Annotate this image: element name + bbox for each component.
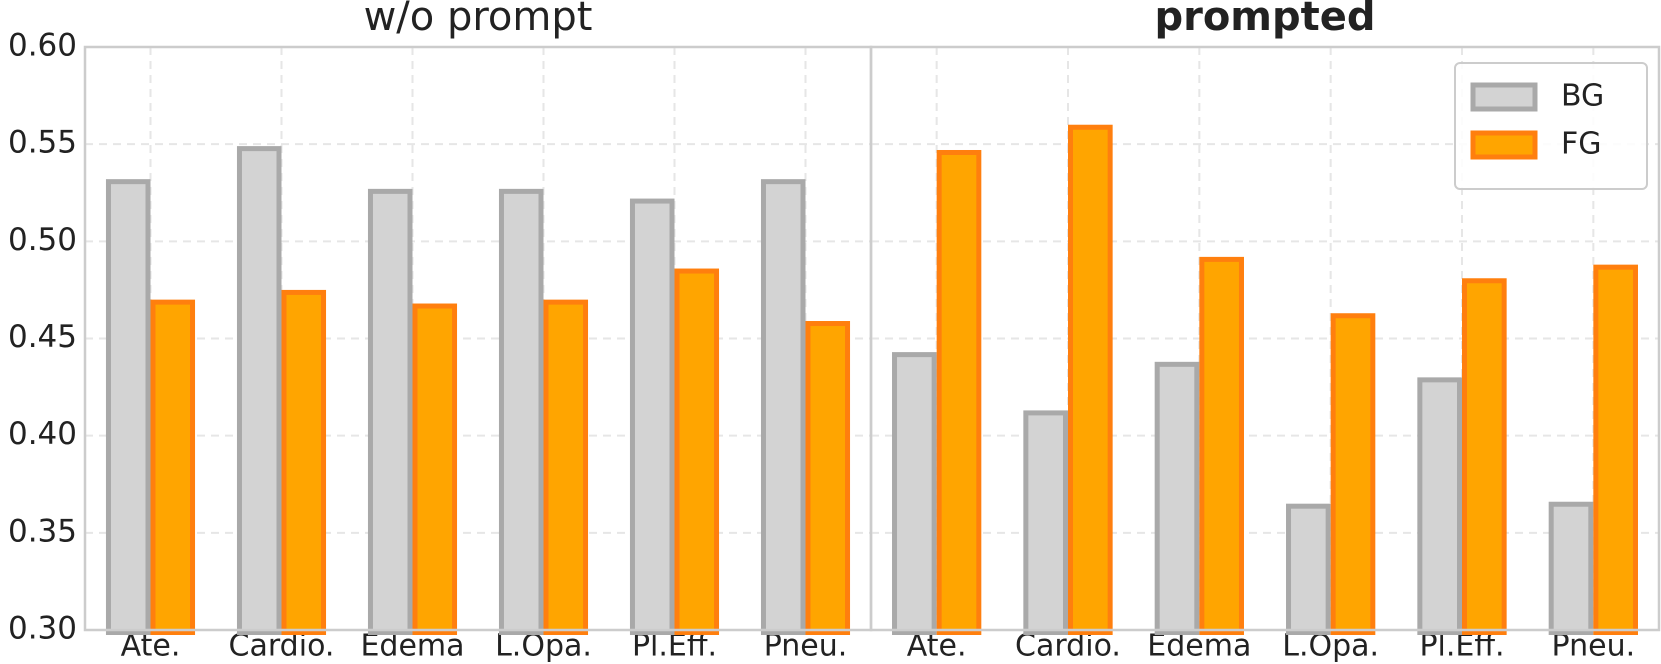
- legend-swatch: [1470, 130, 1538, 160]
- y-tick-label: 0.55: [8, 125, 77, 161]
- bar: [629, 198, 675, 636]
- legend-box: [1454, 62, 1648, 190]
- bar: [1023, 410, 1069, 635]
- bar: [1593, 264, 1638, 635]
- bar: [1548, 501, 1594, 635]
- bar: [150, 299, 196, 635]
- bar: [892, 352, 937, 635]
- bar: [281, 289, 327, 635]
- bar: [1462, 278, 1507, 635]
- y-tick-label: 0.40: [8, 416, 77, 452]
- chart-title: w/o prompt: [364, 0, 593, 40]
- bar: [1199, 256, 1244, 635]
- bar: [543, 299, 589, 635]
- bar: [1417, 377, 1463, 635]
- plot-frame: [869, 45, 1661, 632]
- legend-label: BG: [1561, 79, 1604, 114]
- bar: [367, 188, 413, 635]
- bar: [760, 179, 806, 635]
- bar: [674, 268, 720, 635]
- y-tick-label: 0.30: [8, 611, 77, 647]
- bar: [1154, 361, 1200, 635]
- bar: [498, 188, 544, 635]
- legend-swatch: [1470, 82, 1538, 112]
- bar: [1068, 124, 1113, 635]
- y-tick-label: 0.50: [8, 222, 77, 258]
- bar: [1286, 503, 1331, 635]
- y-tick-label: 0.60: [8, 28, 77, 64]
- bar: [105, 179, 151, 635]
- chart-title: prompted: [1154, 0, 1375, 40]
- y-tick-label: 0.35: [8, 513, 77, 549]
- legend: BG FG: [1454, 62, 1648, 190]
- bar: [412, 303, 458, 635]
- legend-label: FG: [1561, 127, 1602, 162]
- bar: [1330, 313, 1376, 635]
- bar: [936, 149, 982, 635]
- bar: [805, 321, 851, 635]
- bar: [236, 146, 282, 636]
- y-tick-label: 0.45: [8, 319, 77, 355]
